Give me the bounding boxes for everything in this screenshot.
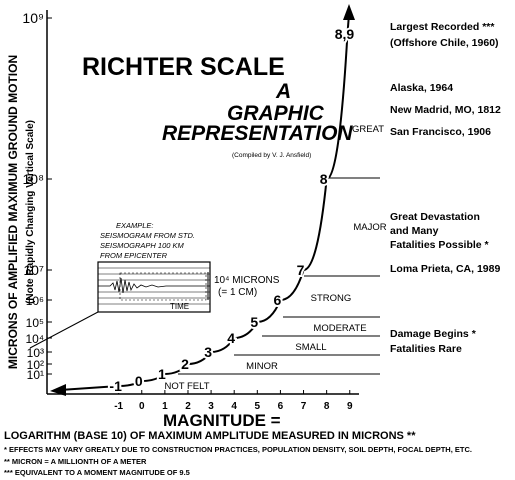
x-tick-label: 5 bbox=[255, 401, 261, 412]
y-axis-label: MICRONS OF AMPLIFIED MAXIMUM GROUND MOTI… bbox=[6, 55, 20, 369]
footnote: ** MICRON = A MILLIONTH OF A METER bbox=[4, 457, 147, 466]
inset-text: 10⁴ MICRONS bbox=[214, 275, 280, 286]
arrowhead bbox=[50, 384, 66, 396]
y-tick-label: 10⁷ bbox=[23, 262, 44, 278]
magnitude-label: 3 bbox=[204, 344, 212, 360]
y-tick-label: 10⁹ bbox=[22, 10, 44, 26]
y-tick-label: 10¹ bbox=[27, 368, 44, 382]
inset-text: SEISMOGRAM FROM STD. bbox=[100, 231, 195, 240]
magnitude-label: 1 bbox=[158, 366, 166, 382]
subtitle: A bbox=[275, 80, 291, 103]
x-tick-label: 7 bbox=[301, 401, 307, 412]
inset-text: FROM EPICENTER bbox=[100, 251, 168, 260]
x-axis-label: MAGNITUDE = bbox=[163, 411, 281, 430]
annotation: Fatalities Rare bbox=[390, 343, 462, 355]
annotation: Largest Recorded *** bbox=[390, 21, 495, 33]
band-label: NOT FELT bbox=[164, 381, 209, 392]
magnitude-label: 8 bbox=[320, 171, 328, 187]
y-tick-label: 10² bbox=[27, 358, 44, 372]
band-label: SMALL bbox=[295, 342, 326, 353]
magnitude-label: 8,9 bbox=[335, 26, 355, 42]
subtitle: GRAPHIC bbox=[227, 102, 325, 125]
y-tick-label: 10⁵ bbox=[26, 316, 44, 330]
band-label: GREAT bbox=[352, 124, 384, 135]
inset-pointer bbox=[29, 311, 99, 349]
annotation: Loma Prieta, CA, 1989 bbox=[390, 263, 500, 275]
band-label: MAJOR bbox=[353, 222, 386, 233]
seismogram bbox=[97, 261, 211, 313]
inset-text: SEISMOGRAPH 100 KM bbox=[100, 241, 185, 250]
magnitude-label: 0 bbox=[135, 373, 143, 389]
x-tick-label: 2 bbox=[185, 401, 191, 412]
curve bbox=[118, 34, 349, 387]
annotation: Damage Begins * bbox=[390, 328, 477, 340]
annotation: San Francisco, 1906 bbox=[390, 126, 491, 138]
x-tick-label: -1 bbox=[114, 401, 123, 412]
x-tick-label: 0 bbox=[139, 401, 145, 412]
chart-title: RICHTER SCALE bbox=[82, 53, 285, 81]
magnitude-label: 4 bbox=[227, 330, 235, 346]
x-tick-label: 9 bbox=[347, 401, 353, 412]
footnote: * EFFECTS MAY VARY GREATLY DUE TO CONSTR… bbox=[4, 445, 472, 454]
magnitude-label: -1 bbox=[109, 378, 122, 394]
x-tick-label: 1 bbox=[162, 401, 168, 412]
footnote: *** EQUIVALENT TO A MOMENT MAGNITUDE OF … bbox=[4, 468, 190, 477]
y-tick-label: 10⁴ bbox=[25, 332, 44, 346]
y-tick-label: 10³ bbox=[27, 346, 44, 360]
curve-leader bbox=[59, 385, 119, 391]
band-label: STRONG bbox=[311, 293, 352, 304]
x-tick-label: 3 bbox=[208, 401, 214, 412]
x-tick-label: 4 bbox=[231, 401, 237, 412]
inset-text: (= 1 CM) bbox=[218, 287, 257, 298]
annotation: New Madrid, MO, 1812 bbox=[390, 104, 501, 116]
annotation: and Many bbox=[390, 225, 439, 237]
y-tick-label: 10⁶ bbox=[26, 294, 44, 308]
magnitude-label: 7 bbox=[297, 262, 305, 278]
magnitude-label: 2 bbox=[181, 356, 189, 372]
y-tick-label: 10⁸ bbox=[23, 171, 45, 187]
band-label: MODERATE bbox=[313, 323, 366, 334]
arrowhead bbox=[343, 4, 355, 20]
subtitle: REPRESENTATION bbox=[162, 122, 353, 145]
x-axis-definition: LOGARITHM (BASE 10) OF MAXIMUM AMPLITUDE… bbox=[4, 430, 416, 442]
annotation: (Offshore Chile, 1960) bbox=[390, 37, 499, 49]
magnitude-label: 5 bbox=[250, 314, 258, 330]
annotation: Fatalities Possible * bbox=[390, 239, 490, 251]
band-lines bbox=[178, 177, 380, 375]
y-axis-note: (Note Rapidly Changing Vertical Scale) bbox=[25, 120, 36, 304]
inset-text: EXAMPLE: bbox=[116, 221, 154, 230]
magnitude-label: 6 bbox=[274, 292, 282, 308]
curve-leader bbox=[346, 13, 350, 35]
x-tick-label: 6 bbox=[278, 401, 284, 412]
x-tick-label: 8 bbox=[324, 401, 330, 412]
credit: (Compiled by V. J. Ansfield) bbox=[232, 152, 311, 159]
annotation: Alaska, 1964 bbox=[390, 82, 453, 94]
inset-text: TIME bbox=[170, 302, 189, 311]
annotation: Great Devastation bbox=[390, 211, 480, 223]
band-label: MINOR bbox=[246, 361, 278, 372]
